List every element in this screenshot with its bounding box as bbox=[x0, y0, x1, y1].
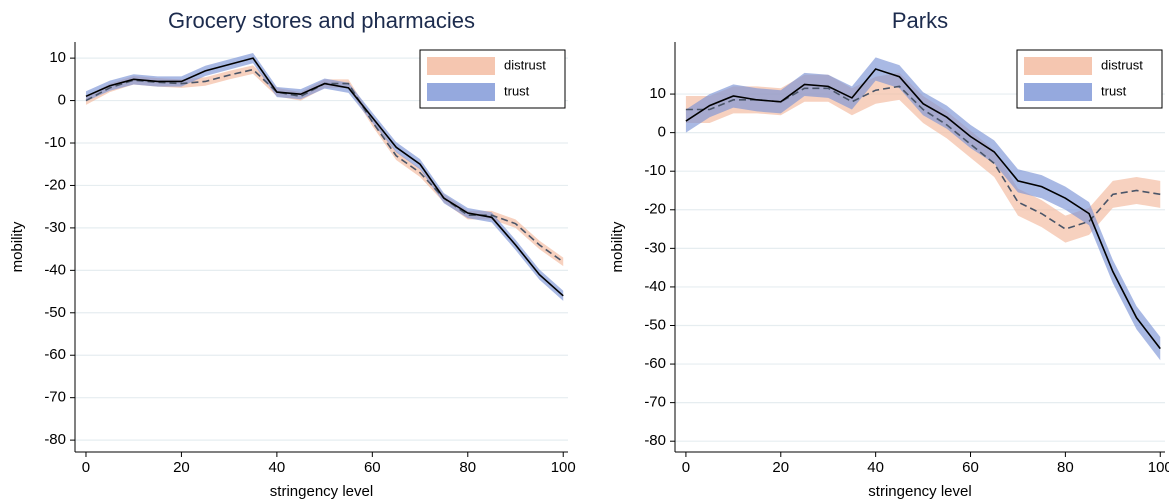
y-tick-label: -80 bbox=[44, 431, 66, 448]
y-tick-label: -40 bbox=[644, 278, 666, 295]
y-tick-label: 10 bbox=[49, 49, 66, 66]
x-tick-label: 80 bbox=[459, 459, 476, 476]
chart-title: Grocery stores and pharmacies bbox=[168, 8, 475, 33]
confidence-band bbox=[685, 72, 1161, 243]
y-tick-label: -70 bbox=[44, 389, 66, 406]
y-tick-label: -20 bbox=[44, 176, 66, 193]
legend-label: trust bbox=[1101, 83, 1127, 98]
x-tick-label: 80 bbox=[1057, 459, 1074, 476]
y-tick-label: -50 bbox=[44, 304, 66, 321]
x-tick-label: 0 bbox=[82, 459, 90, 476]
legend-swatch bbox=[427, 83, 495, 101]
y-tick-label: -70 bbox=[644, 394, 666, 411]
legend-label: distrust bbox=[1101, 57, 1143, 72]
y-tick-label: -50 bbox=[644, 316, 666, 333]
x-tick-label: 60 bbox=[364, 459, 381, 476]
confidence-band bbox=[85, 53, 564, 301]
series-line bbox=[85, 57, 564, 297]
x-tick-label: 100 bbox=[551, 459, 576, 476]
legend-swatch bbox=[1024, 83, 1092, 101]
y-axis-label: mobility bbox=[609, 221, 626, 272]
y-tick-label: -60 bbox=[644, 355, 666, 372]
x-tick-label: 0 bbox=[682, 459, 690, 476]
chart-title: Parks bbox=[892, 8, 948, 33]
series-line bbox=[685, 68, 1161, 350]
y-axis-label: mobility bbox=[9, 221, 26, 272]
y-tick-label: -10 bbox=[44, 134, 66, 151]
x-tick-label: 40 bbox=[269, 459, 286, 476]
y-tick-label: -40 bbox=[44, 261, 66, 278]
legend-swatch bbox=[1024, 57, 1092, 75]
x-tick-label: 60 bbox=[962, 459, 979, 476]
x-tick-label: 100 bbox=[1148, 459, 1169, 476]
confidence-band bbox=[685, 57, 1161, 361]
y-tick-label: 0 bbox=[58, 92, 66, 109]
legend-label: trust bbox=[504, 83, 530, 98]
x-tick-label: 20 bbox=[772, 459, 789, 476]
y-tick-label: -60 bbox=[44, 346, 66, 363]
legend-swatch bbox=[427, 57, 495, 75]
y-tick-label: 10 bbox=[649, 85, 666, 102]
y-tick-label: -30 bbox=[44, 219, 66, 236]
x-tick-label: 40 bbox=[867, 459, 884, 476]
y-tick-label: -30 bbox=[644, 239, 666, 256]
x-axis-label: stringency level bbox=[270, 483, 373, 500]
legend-label: distrust bbox=[504, 57, 546, 72]
x-axis-label: stringency level bbox=[868, 483, 971, 500]
y-tick-label: -20 bbox=[644, 201, 666, 218]
x-tick-label: 20 bbox=[173, 459, 190, 476]
y-tick-label: 0 bbox=[658, 124, 666, 141]
y-tick-label: -10 bbox=[644, 162, 666, 179]
y-tick-label: -80 bbox=[644, 432, 666, 449]
